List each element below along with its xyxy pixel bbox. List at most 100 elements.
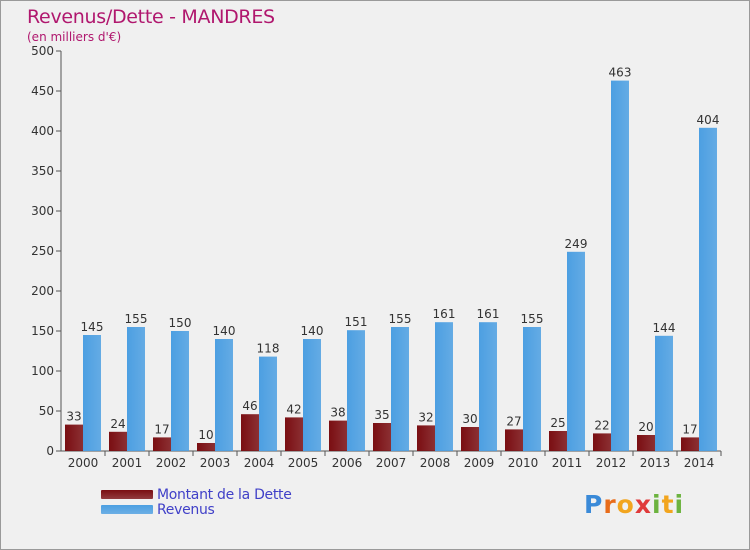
y-tick-label: 250	[31, 244, 54, 258]
legend: Montant de la Dette Revenus	[101, 487, 292, 518]
chart-subtitle: (en milliers d'€)	[27, 30, 122, 44]
legend-label-revenus: Revenus	[157, 501, 215, 518]
data-label-dette: 30	[462, 412, 477, 426]
bar-dette	[461, 427, 479, 451]
data-label-revenus: 404	[697, 113, 720, 127]
x-tick-label: 2000	[68, 456, 99, 470]
x-tick-label: 2003	[200, 456, 231, 470]
bar-revenus	[567, 251, 585, 451]
legend-item-dette: Montant de la Dette	[101, 487, 292, 503]
x-tick-label: 2004	[244, 456, 275, 470]
bar-dette	[285, 417, 303, 451]
bar-dette	[373, 423, 391, 451]
x-tick-label: 2013	[640, 456, 671, 470]
y-tick-label: 500	[31, 44, 54, 58]
bar-dette	[681, 437, 699, 451]
bar-revenus	[127, 327, 145, 451]
data-label-revenus: 249	[565, 237, 588, 251]
logo-letter: o	[616, 490, 635, 519]
legend-item-revenus: Revenus	[101, 501, 292, 518]
x-tick-label: 2002	[156, 456, 187, 470]
data-label-dette: 38	[330, 406, 345, 420]
data-label-revenus: 140	[301, 324, 324, 338]
bar-revenus	[523, 327, 541, 451]
bar-dette	[417, 425, 435, 451]
logo-letter: i	[652, 490, 662, 519]
bar-dette	[329, 420, 347, 451]
x-tick-label: 2009	[464, 456, 495, 470]
data-label-dette: 10	[198, 428, 213, 442]
data-label-dette: 27	[506, 414, 521, 428]
bar-revenus	[83, 335, 101, 451]
bar-revenus	[347, 330, 365, 451]
y-tick-label: 200	[31, 284, 54, 298]
data-label-dette: 35	[374, 408, 389, 422]
x-tick-label: 2008	[420, 456, 451, 470]
bar-dette	[241, 414, 259, 451]
bar-dette	[153, 437, 171, 451]
bar-revenus	[699, 127, 717, 452]
chart-title: Revenus/Dette - MANDRES	[27, 6, 275, 28]
y-tick-label: 450	[31, 84, 54, 98]
bar-revenus	[215, 339, 233, 451]
bar-dette	[65, 424, 83, 451]
bar-revenus	[303, 339, 321, 451]
bar-revenus	[435, 322, 453, 451]
x-tick-label: 2006	[332, 456, 363, 470]
x-tick-label: 2007	[376, 456, 407, 470]
x-tick-label: 2005	[288, 456, 319, 470]
data-label-revenus: 155	[125, 312, 148, 326]
data-label-dette: 20	[638, 420, 653, 434]
data-label-dette: 25	[550, 416, 565, 430]
y-tick-label: 350	[31, 164, 54, 178]
y-tick-label: 0	[46, 444, 54, 458]
data-label-revenus: 151	[345, 315, 368, 329]
x-tick-label: 2001	[112, 456, 143, 470]
data-label-revenus: 118	[257, 342, 280, 356]
data-label-revenus: 463	[609, 66, 632, 80]
data-label-revenus: 144	[653, 321, 676, 335]
data-label-dette: 22	[594, 418, 609, 432]
bar-revenus	[611, 80, 629, 451]
data-label-revenus: 155	[389, 312, 412, 326]
bar-dette	[593, 433, 611, 451]
y-tick-label: 150	[31, 324, 54, 338]
bar-revenus	[259, 356, 277, 451]
x-tick-label: 2012	[596, 456, 627, 470]
bar-dette	[637, 435, 655, 451]
y-tick-label: 400	[31, 124, 54, 138]
bar-dette	[197, 443, 215, 451]
bar-dette	[505, 429, 523, 451]
bar-revenus	[655, 335, 673, 451]
y-tick-label: 100	[31, 364, 54, 378]
bar-dette	[549, 431, 567, 451]
data-label-revenus: 161	[433, 307, 456, 321]
legend-swatch-revenus	[101, 505, 153, 514]
legend-swatch-dette	[101, 490, 153, 499]
x-tick-label: 2014	[684, 456, 715, 470]
data-label-revenus: 155	[521, 312, 544, 326]
data-label-revenus: 150	[169, 316, 192, 330]
data-label-dette: 46	[242, 399, 257, 413]
data-label-dette: 24	[110, 417, 125, 431]
bar-revenus	[391, 327, 409, 451]
data-label-dette: 42	[286, 402, 301, 416]
data-label-revenus: 140	[213, 324, 236, 338]
proxiti-logo: Proxiti	[584, 490, 684, 519]
x-tick-label: 2010	[508, 456, 539, 470]
data-label-revenus: 161	[477, 307, 500, 321]
x-tick-label: 2011	[552, 456, 583, 470]
data-label-dette: 32	[418, 410, 433, 424]
logo-letter: i	[674, 490, 685, 519]
logo-letter: r	[603, 490, 617, 519]
data-label-dette: 17	[154, 422, 169, 436]
logo-letter: x	[634, 490, 652, 519]
logo-letter: t	[661, 490, 675, 519]
data-label-dette: 33	[66, 410, 81, 424]
bar-revenus	[171, 331, 189, 451]
logo-letter: P	[584, 490, 604, 519]
bar-dette	[109, 431, 127, 451]
data-label-revenus: 145	[81, 320, 104, 334]
